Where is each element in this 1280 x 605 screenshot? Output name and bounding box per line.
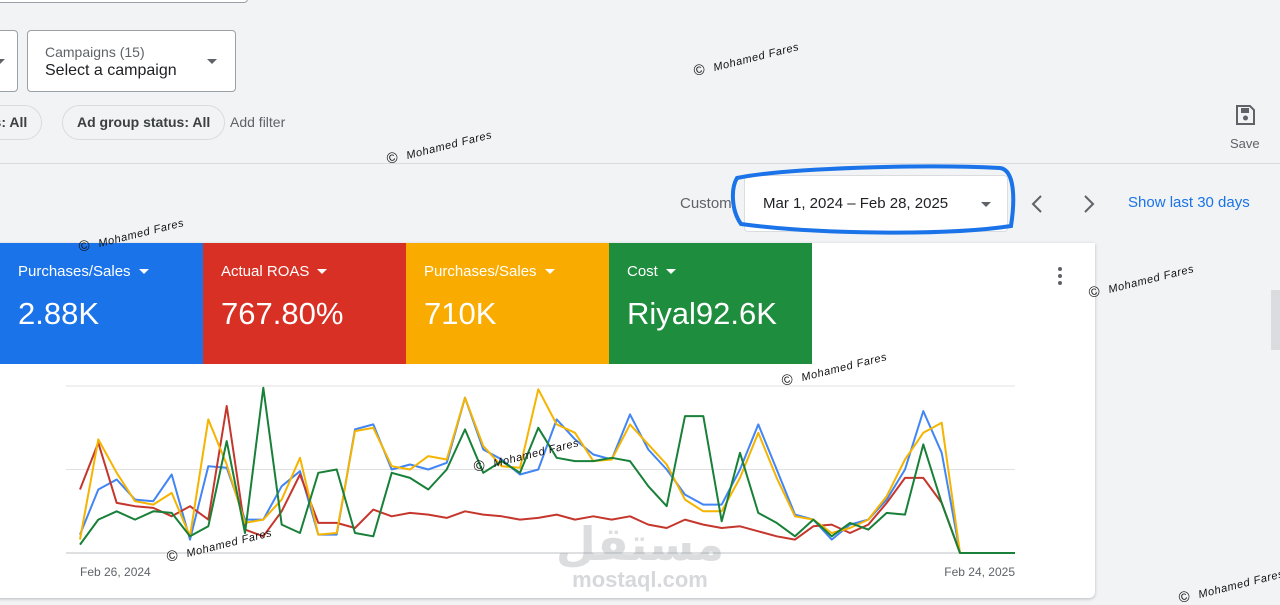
- watermark-symbol: ©: [385, 149, 400, 168]
- watermark-symbol: ©: [1087, 283, 1102, 302]
- add-filter[interactable]: Add filter: [230, 114, 286, 130]
- scorecard-label: Purchases/Sales: [18, 263, 203, 280]
- date-nav: [1031, 195, 1095, 213]
- account-picker[interactable]: [0, 30, 18, 92]
- watermark-symbol: ©: [77, 237, 92, 256]
- scorecard-label: Actual ROAS: [221, 263, 406, 280]
- watermark-name: Mohamed Fares: [1197, 568, 1280, 601]
- save-icon-part: [1243, 115, 1248, 121]
- more-menu[interactable]: [1054, 265, 1066, 287]
- dropdown-caret: [981, 202, 991, 207]
- hand-drawn-circle: [730, 164, 1016, 235]
- scrollbar[interactable]: [1271, 290, 1280, 350]
- save-icon-body: [1236, 105, 1255, 125]
- annotation: [730, 164, 1016, 235]
- dot: [1058, 274, 1062, 278]
- x-tick-label: Feb 26, 2024: [80, 565, 151, 579]
- watermark: © Mohamed Fares: [1177, 568, 1280, 605]
- watermark: © Mohamed Fares: [77, 217, 186, 256]
- filter-chip[interactable]: Ad group status: All: [62, 105, 226, 140]
- scorecard-value: 2.88K: [18, 296, 100, 331]
- prev-arrow[interactable]: [1031, 195, 1042, 213]
- scorecard-value: Riyal92.6K: [627, 296, 777, 331]
- watermark-symbol: ©: [165, 547, 180, 566]
- dropdown-caret: [0, 59, 5, 64]
- dot: [1058, 267, 1062, 271]
- date-picker[interactable]: Mar 1, 2024 – Feb 28, 2025: [744, 175, 1008, 232]
- watermark-name: Mohamed Fares: [712, 41, 800, 74]
- watermark: © Mohamed Fares: [165, 527, 274, 566]
- scorecard-label-text: Cost: [627, 263, 658, 280]
- campaign-picker[interactable]: Campaigns (15) Select a campaign: [27, 30, 236, 92]
- save-label[interactable]: Save: [1230, 136, 1260, 151]
- x-tick-label: Feb 24, 2025: [944, 565, 1015, 579]
- logo: مستقل: [556, 518, 724, 570]
- series-line: [79, 388, 1015, 554]
- dropdown-caret: [665, 269, 676, 274]
- show-last-30-days[interactable]: Show last 30 days: [1128, 194, 1250, 211]
- watermark-name: Mohamed Fares: [800, 351, 888, 384]
- scorecard-label-text: Actual ROAS: [221, 263, 310, 280]
- scorecard[interactable]: Cost Riyal92.6K: [609, 243, 812, 364]
- watermark-symbol: ©: [472, 457, 487, 476]
- scorecard-label: Purchases/Sales: [424, 263, 609, 280]
- date-range-value: Mar 1, 2024 – Feb 28, 2025: [763, 195, 949, 212]
- date-preset[interactable]: Custom: [680, 195, 732, 212]
- divider: [0, 163, 1280, 164]
- watermark-symbol: ©: [1177, 588, 1192, 605]
- watermark-name: Mohamed Fares: [405, 129, 493, 162]
- picker-label: Campaigns (15): [45, 44, 145, 60]
- watermark: © Mohamed Fares: [692, 41, 801, 80]
- scorecard-label-text: Purchases/Sales: [424, 263, 537, 280]
- dot: [1058, 281, 1062, 285]
- scorecard[interactable]: Purchases/Sales 710K: [406, 243, 609, 364]
- scorecard-label-text: Purchases/Sales: [18, 263, 131, 280]
- scorecard[interactable]: Actual ROAS 767.80%: [203, 243, 406, 364]
- watermark: © Mohamed Fares: [1087, 263, 1196, 302]
- save-icon[interactable]: [1234, 104, 1256, 126]
- watermark-name: Mohamed Fares: [1107, 263, 1195, 296]
- scorecard-label: Cost: [627, 263, 812, 280]
- dropdown-caret: [544, 269, 555, 274]
- scorecard-value: 767.80%: [221, 296, 344, 331]
- dropdown-caret: [207, 59, 217, 64]
- dropdown-caret: [317, 269, 328, 274]
- dropdown-caret: [138, 269, 149, 274]
- watermark-name: Mohamed Fares: [492, 437, 580, 470]
- watermark: © Mohamed Fares: [385, 129, 494, 168]
- save-icon-part: [1241, 108, 1249, 113]
- series-line: [79, 386, 1015, 554]
- logo-site: mostaql.com: [572, 567, 708, 592]
- next-arrow[interactable]: [1084, 195, 1095, 213]
- series-line: [79, 405, 1015, 554]
- filter-chip[interactable]: us: All: [0, 105, 43, 140]
- watermark-symbol: ©: [692, 61, 707, 80]
- scorecard-value: 710K: [424, 296, 497, 331]
- watermark-symbol: ©: [780, 371, 795, 390]
- watermark-name: Mohamed Fares: [97, 217, 185, 250]
- watermark: © Mohamed Fares: [780, 351, 889, 390]
- scorecard[interactable]: Purchases/Sales 2.88K: [0, 243, 203, 364]
- picker-value: Select a campaign: [45, 62, 177, 79]
